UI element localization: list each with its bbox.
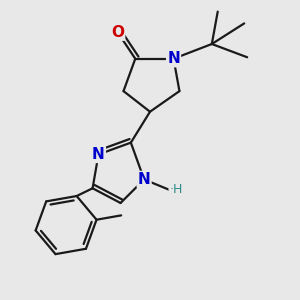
Text: ·H: ·H [169,183,182,196]
Text: O: O [111,25,124,40]
Text: N: N [92,147,105,162]
Text: N: N [167,51,180,66]
Text: N: N [138,172,151,187]
